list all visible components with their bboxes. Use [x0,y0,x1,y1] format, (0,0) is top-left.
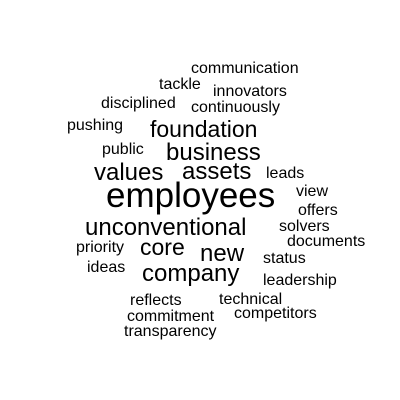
word-business: business [166,139,261,166]
word-solvers: solvers [279,218,330,235]
word-priority: priority [76,239,125,256]
word-new: new [200,240,245,267]
word-employees: employees [106,176,276,215]
word-view: view [296,183,329,200]
word-pushing: pushing [67,117,124,134]
word-public: public [102,141,144,158]
word-unconventional: unconventional [85,214,247,241]
word-reflects: reflects [130,292,182,309]
word-values: values [94,159,164,186]
word-foundation: foundation [150,116,258,142]
word-leadership: leadership [263,272,337,289]
word-continuously: continuously [191,99,280,116]
word-tackle: tackle [159,76,201,93]
word-communication: communication [191,60,299,77]
word-offers: offers [298,202,338,219]
word-disciplined: disciplined [101,95,176,112]
word-technical: technical [219,291,283,308]
word-transparency: transparency [124,323,217,340]
word-documents: documents [287,233,366,250]
word-status: status [263,250,306,267]
word-commitment: commitment [127,308,215,325]
word-ideas: ideas [87,259,126,276]
word-competitors: competitors [234,305,317,322]
word-company: company [142,260,240,287]
word-core: core [140,234,185,260]
word-leads: leads [266,165,305,182]
word-assets: assets [182,158,252,185]
word-innovators: innovators [213,83,287,100]
